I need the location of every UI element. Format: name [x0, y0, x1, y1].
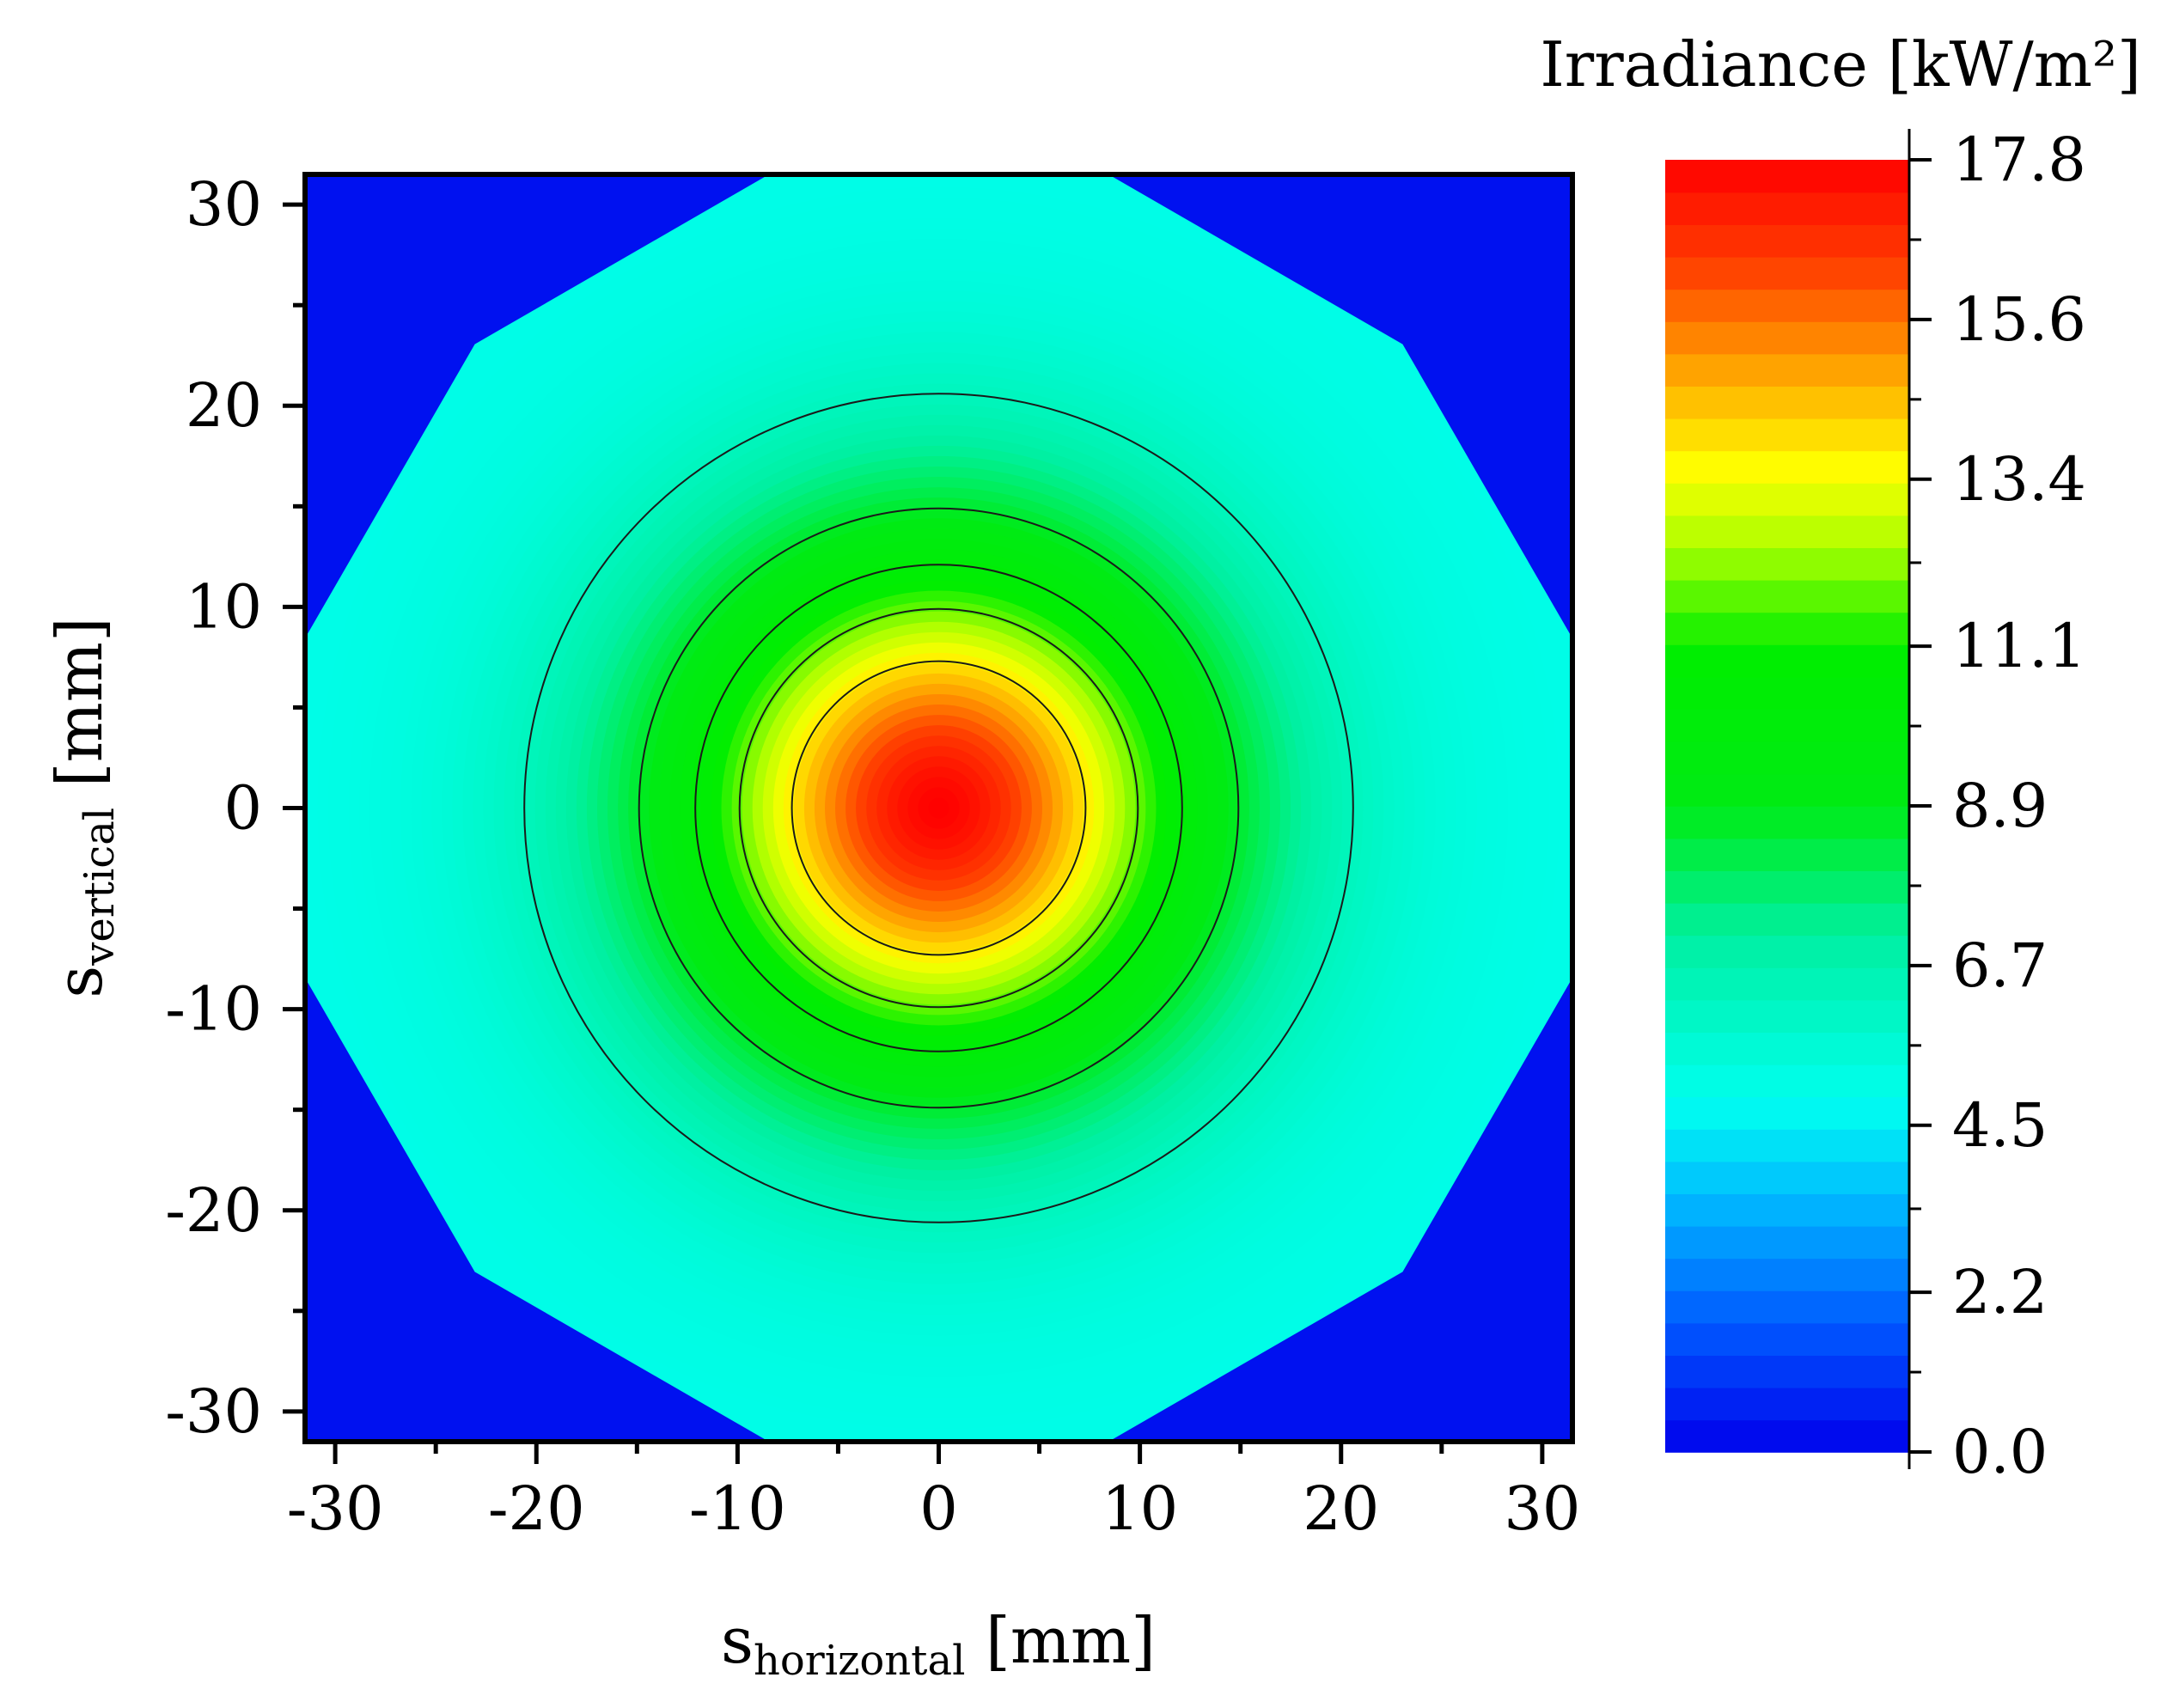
colorbar-level: [1665, 999, 1909, 1033]
y-axis-title: svertical [mm]: [43, 617, 124, 998]
colorbar-level: [1665, 870, 1909, 904]
colorbar-level: [1665, 289, 1909, 322]
colorbar: 0.0 2.2 4.5 6.7 8.9 11.1 13.4 15.6 17.8 Irradian…: [1540, 28, 2141, 1487]
x-tick-label: -30: [287, 1473, 384, 1544]
y-axis-title-main: s: [43, 966, 117, 998]
colorbar-level: [1665, 1419, 1909, 1453]
y-tick-label: -10: [165, 974, 262, 1045]
colorbar-level: [1665, 1096, 1909, 1130]
x-tick-label: 30: [1504, 1473, 1580, 1544]
colorbar-level: [1665, 773, 1909, 807]
colorbar-level: [1665, 450, 1909, 484]
irradiance-field: [305, 174, 1572, 1442]
colorbar-level: [1665, 1355, 1909, 1388]
y-tick-label: 0: [223, 773, 262, 844]
colorbar-tick-label: 4.5: [1952, 1090, 2048, 1161]
colorbar-level: [1665, 676, 1909, 710]
colorbar-tick-label: 13.4: [1952, 444, 2086, 515]
colorbar-level: [1665, 1225, 1909, 1260]
colorbar-level: [1665, 353, 1909, 387]
x-axis-title: shorizontal [mm]: [721, 1604, 1156, 1685]
colorbar-level: [1665, 1322, 1909, 1356]
x-tick-label: -20: [488, 1473, 585, 1544]
contour-line: [738, 607, 1139, 1009]
colorbar-tick-label: 11.1: [1952, 611, 2086, 681]
colorbar-axis: 0.0 2.2 4.5 6.7 8.9 11.1 13.4 15.6 17.8: [1908, 125, 2086, 1487]
colorbar-tick-label: 15.6: [1952, 284, 2086, 355]
colorbar-level: [1665, 1032, 1909, 1065]
y-axis-title-unit: [mm]: [43, 617, 117, 808]
x-axis-title-main: s: [721, 1604, 754, 1678]
colorbar-level: [1665, 644, 1909, 678]
colorbar-level: [1665, 967, 1909, 1001]
colorbar-tick-label: 8.9: [1952, 771, 2048, 841]
colorbar-level: [1665, 160, 1909, 193]
field-band: [928, 797, 949, 819]
x-tick-label: 20: [1303, 1473, 1379, 1544]
colorbar-level: [1665, 1387, 1909, 1421]
x-axis: -30 -20 -10 0 10 20 30: [287, 1442, 1580, 1544]
contour-line: [523, 393, 1354, 1223]
plot-area: [302, 172, 1575, 1444]
colorbar-level: [1665, 612, 1909, 645]
colorbar-tick-label: 0.0: [1952, 1417, 2048, 1487]
colorbar-level: [1665, 224, 1909, 258]
y-tick-label: 30: [186, 169, 262, 240]
colorbar-level: [1665, 1064, 1909, 1098]
y-tick-label: -30: [165, 1376, 262, 1447]
colorbar-level: [1665, 418, 1909, 452]
y-tick-label: 20: [186, 370, 262, 441]
colorbar-gradient: [1665, 160, 1909, 1453]
colorbar-level: [1665, 483, 1909, 516]
colorbar-level: [1665, 1193, 1909, 1227]
colorbar-level: [1665, 709, 1909, 742]
colorbar-level: [1665, 806, 1909, 839]
y-axis-title-sub: vertical: [76, 808, 124, 967]
x-axis-title-unit: [mm]: [965, 1604, 1156, 1678]
colorbar-level: [1665, 1161, 1909, 1194]
x-tick-label: -10: [689, 1473, 786, 1544]
colorbar-level: [1665, 935, 1909, 968]
colorbar-level: [1665, 386, 1909, 419]
x-tick-label: 10: [1102, 1473, 1178, 1544]
colorbar-title: Irradiance [kW/m²]: [1540, 28, 2141, 101]
colorbar-level: [1665, 192, 1909, 225]
colorbar-level: [1665, 1290, 1909, 1324]
colorbar-level: [1665, 741, 1909, 775]
colorbar-level: [1665, 838, 1909, 871]
contour-lines: [523, 393, 1354, 1223]
colorbar-level: [1665, 902, 1909, 936]
colorbar-level: [1665, 579, 1909, 613]
colorbar-tick-label: 6.7: [1952, 930, 2048, 1001]
contour-line: [790, 660, 1087, 956]
contour-line: [694, 564, 1183, 1052]
x-tick-label: 0: [919, 1473, 958, 1544]
colorbar-tick-label: 2.2: [1952, 1257, 2048, 1327]
y-tick-label: -20: [165, 1175, 262, 1246]
colorbar-level: [1665, 1129, 1909, 1162]
colorbar-level: [1665, 515, 1909, 548]
contour-line: [638, 507, 1240, 1109]
x-axis-title-sub: horizontal: [754, 1637, 965, 1685]
colorbar-level: [1665, 1258, 1909, 1291]
y-tick-label: 10: [186, 571, 262, 642]
colorbar-level: [1665, 321, 1909, 355]
colorbar-tick-label: 17.8: [1952, 125, 2086, 195]
colorbar-level: [1665, 256, 1909, 290]
colorbar-level: [1665, 547, 1909, 581]
y-axis: -30 -20 -10 0 10 20 30: [165, 169, 305, 1447]
